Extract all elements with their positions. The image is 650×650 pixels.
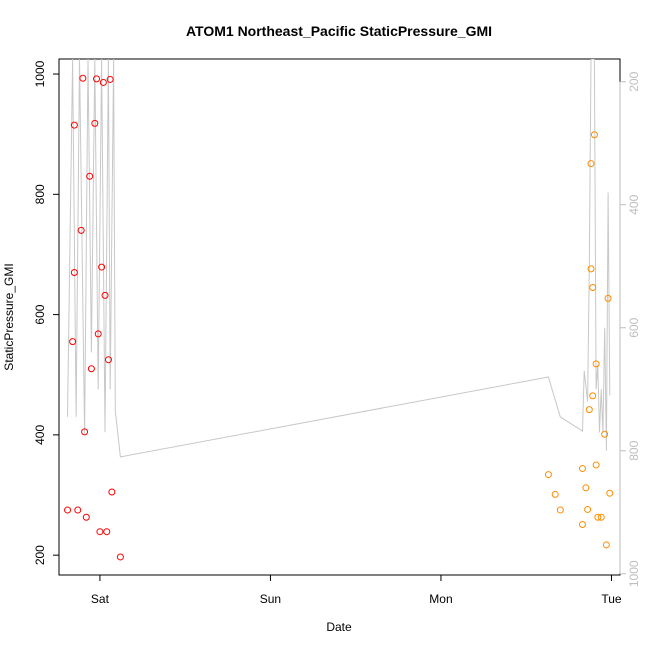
x-tick-label: Sun [260, 592, 281, 606]
data-point [589, 392, 597, 400]
data-point [91, 119, 99, 127]
x-axis: Sat Sun Mon Tue [91, 575, 622, 606]
data-point [81, 428, 89, 436]
y-right-tick-label: 600 [627, 317, 641, 337]
data-point [103, 528, 111, 536]
series-layer [64, 59, 614, 561]
data-point [584, 505, 592, 513]
data-point [592, 461, 600, 469]
data-point [94, 330, 102, 338]
x-tick-label: Tue [601, 592, 622, 606]
y-right-tick-label: 400 [627, 194, 641, 214]
data-point [99, 78, 107, 86]
y-tick-label: 400 [33, 425, 47, 445]
data-point [74, 506, 82, 514]
y-tick-label: 200 [33, 545, 47, 565]
data-point [106, 75, 114, 83]
data-point [544, 471, 552, 479]
y-right-tick-label: 1000 [627, 560, 641, 587]
data-point [590, 131, 598, 139]
data-point [96, 528, 104, 536]
data-point [604, 294, 612, 302]
plot-area [58, 58, 621, 576]
y-right-tick-label: 200 [627, 71, 641, 91]
y-axis-label: StaticPressure_GMI [2, 263, 16, 370]
data-point [69, 338, 77, 346]
data-point [597, 513, 605, 521]
data-point [104, 356, 112, 364]
data-point [93, 75, 101, 83]
chart-title: ATOM1 Northeast_Pacific StaticPressure_G… [186, 23, 492, 39]
y-tick-label: 600 [33, 304, 47, 324]
data-point [578, 520, 586, 528]
data-point [592, 360, 600, 368]
data-point [551, 490, 559, 498]
data-point [116, 553, 124, 561]
plot-border [58, 58, 621, 576]
data-point [82, 513, 90, 521]
data-point [64, 506, 72, 514]
x-tick-label: Sat [91, 592, 110, 606]
data-point [86, 172, 94, 180]
data-point [108, 488, 116, 496]
data-point [98, 263, 106, 271]
data-point [70, 268, 78, 276]
data-point [101, 291, 109, 299]
data-point [594, 513, 602, 521]
data-point [587, 160, 595, 168]
x-axis-label: Date [326, 620, 352, 634]
data-point [556, 506, 564, 514]
data-point [587, 265, 595, 273]
y-right-tick-label: 800 [627, 440, 641, 460]
data-point [606, 489, 614, 497]
data-point [77, 226, 85, 234]
y-axis-left: 200 400 600 800 1000 [33, 60, 59, 565]
data-point [585, 406, 593, 414]
x-tick-label: Mon [429, 592, 452, 606]
y-tick-label: 800 [33, 184, 47, 204]
data-point [582, 484, 590, 492]
data-point [602, 541, 610, 549]
data-point [70, 121, 78, 129]
data-point [589, 284, 597, 292]
y-tick-label: 1000 [33, 60, 47, 87]
series-line [67, 59, 611, 458]
y-axis-right: 200 400 600 800 1000 [619, 71, 641, 587]
data-point [79, 74, 87, 82]
data-point [578, 465, 586, 473]
data-point [87, 365, 95, 373]
data-point [601, 430, 609, 438]
